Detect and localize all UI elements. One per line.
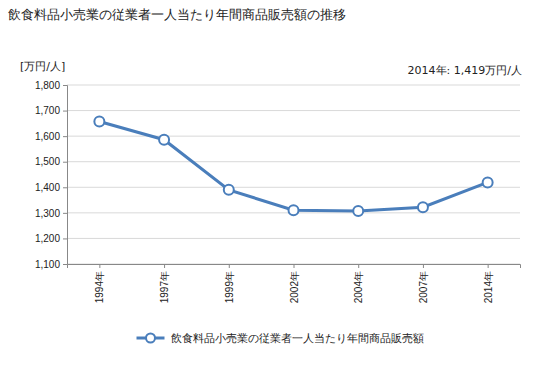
plot: 1,100 1,200 1,300 1,400 1,500 1,600 1,700 1,800…	[35, 80, 521, 304]
marker	[418, 202, 428, 212]
x-tick-mark	[294, 264, 295, 268]
y-tick-mark	[63, 238, 67, 239]
x-tick: 2007年	[418, 264, 429, 303]
y-tick-mark	[63, 187, 67, 188]
y-axis-title: [万円/人]	[20, 60, 65, 73]
grid	[67, 85, 520, 264]
marks	[94, 117, 492, 217]
x-tick-label: 2014年	[483, 271, 494, 303]
y-tick-mark	[63, 213, 67, 214]
legend: 飲食料品小売業の従業者一人当たり年間商品販売額	[137, 332, 424, 345]
y-tick: 1,100	[35, 259, 67, 270]
x-tick: 1994年	[94, 264, 105, 303]
y-tick-label: 1,300	[35, 208, 60, 219]
y-tick-label: 1,800	[35, 80, 60, 91]
x-tick-label: 2004年	[353, 271, 364, 303]
marker	[94, 117, 104, 127]
y-tick-mark	[63, 111, 67, 112]
y-tick-label: 1,100	[35, 259, 60, 270]
line	[99, 122, 487, 212]
grid-line	[67, 238, 520, 239]
x-tick: 1997年	[159, 264, 170, 303]
x-axis: 1994年 1997年 1999年 2002年 2004年 2007年 2014年	[68, 264, 521, 303]
x-tick-mark	[358, 264, 359, 268]
x-tick-mark	[423, 264, 424, 268]
chart: 飲食料品小売業の従業者一人当たり年間商品販売額の推移 [万円/人] 2014年: 1…	[0, 0, 560, 366]
x-tick-label: 2007年	[418, 271, 429, 303]
x-tick-label: 1994年	[94, 271, 105, 303]
x-tick: 2002年	[289, 264, 300, 303]
y-tick-label: 1,700	[35, 105, 60, 116]
marker	[159, 135, 169, 145]
legend-item: 飲食料品小売業の従業者一人当たり年間商品販売額	[137, 332, 424, 345]
x-tick-label: 1997年	[159, 271, 170, 303]
y-tick-label: 1,500	[35, 156, 60, 167]
y-tick: 1,300	[35, 208, 67, 219]
x-tick: 2014年	[483, 264, 494, 303]
legend-marker	[146, 334, 155, 343]
x-tick-label: 2002年	[289, 271, 300, 303]
grid-line	[67, 161, 520, 162]
grid-line	[67, 187, 520, 188]
y-tick: 1,400	[35, 182, 67, 193]
grid-line	[67, 136, 520, 137]
y-tick: 1,600	[35, 131, 67, 142]
marker	[289, 205, 299, 215]
y-tick-mark	[63, 264, 67, 265]
annotation: 2014年: 1,419万円/人	[408, 64, 522, 77]
marker	[224, 185, 234, 195]
y-axis: 1,100 1,200 1,300 1,400 1,500 1,600 1,700 1,800	[35, 80, 68, 270]
y-tick: 1,800	[35, 80, 67, 91]
y-tick: 1,200	[35, 233, 67, 244]
x-axis-line	[68, 265, 521, 269]
x-tick-mark	[229, 264, 230, 268]
grid-line	[67, 85, 520, 86]
y-tick-mark	[63, 162, 67, 163]
y-tick-mark	[63, 85, 67, 86]
y-axis-line	[63, 86, 68, 265]
y-tick-label: 1,400	[35, 182, 60, 193]
y-tick-mark	[63, 136, 67, 137]
y-tick: 1,700	[35, 105, 67, 116]
legend-label: 飲食料品小売業の従業者一人当たり年間商品販売額	[171, 332, 424, 345]
x-tick-mark	[164, 264, 165, 268]
y-tick-label: 1,600	[35, 131, 60, 142]
title: 飲食料品小売業の従業者一人当たり年間商品販売額の推移	[8, 7, 346, 22]
x-tick-label: 1999年	[224, 271, 235, 303]
x-tick: 1999年	[224, 264, 235, 303]
x-tick-mark	[99, 264, 100, 268]
y-tick-label: 1,200	[35, 233, 60, 244]
marker	[483, 177, 493, 187]
marker	[353, 206, 363, 216]
grid-line	[67, 110, 520, 111]
x-tick: 2004年	[353, 264, 364, 303]
x-tick-mark	[488, 264, 489, 268]
y-tick: 1,500	[35, 156, 67, 167]
